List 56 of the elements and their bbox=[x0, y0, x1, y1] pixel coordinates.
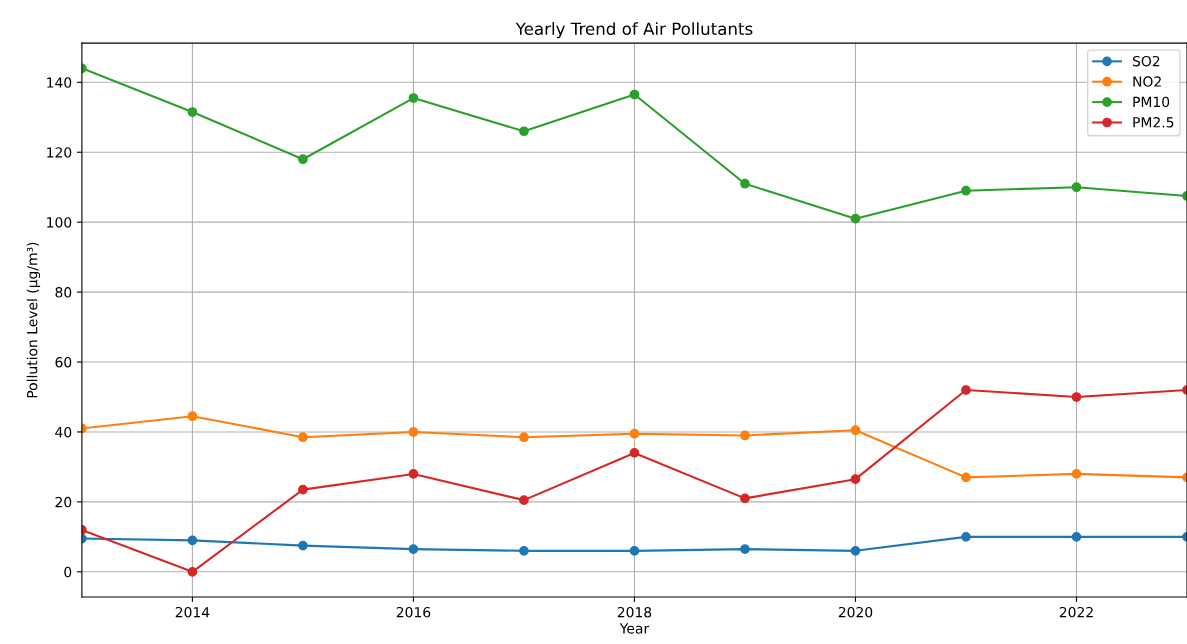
point bbox=[961, 385, 971, 395]
point bbox=[187, 535, 198, 546]
point bbox=[1071, 392, 1082, 402]
x-tick-label: 2016 bbox=[396, 606, 431, 618]
point bbox=[187, 107, 198, 117]
point bbox=[298, 154, 308, 165]
point bbox=[629, 448, 640, 458]
legend-label: SO2 bbox=[1132, 55, 1160, 67]
point bbox=[740, 544, 750, 554]
point bbox=[740, 493, 750, 504]
point bbox=[298, 540, 308, 551]
y-tick-label: 0 bbox=[64, 566, 72, 578]
point bbox=[850, 545, 861, 556]
point bbox=[519, 432, 529, 443]
y-tick-label: 60 bbox=[55, 356, 72, 368]
x-axis-title: Year bbox=[619, 623, 650, 634]
point bbox=[519, 495, 529, 505]
point bbox=[1071, 469, 1082, 479]
legend-label: PM10 bbox=[1133, 96, 1170, 108]
point bbox=[408, 469, 419, 479]
point bbox=[298, 484, 308, 495]
point bbox=[1071, 531, 1082, 542]
y-tick-label: 120 bbox=[47, 147, 72, 158]
legend-label: NO2 bbox=[1133, 76, 1161, 87]
point bbox=[187, 411, 198, 422]
y-tick-label: 100 bbox=[47, 217, 72, 228]
point bbox=[408, 93, 419, 103]
point bbox=[519, 545, 529, 556]
point bbox=[408, 427, 419, 437]
point bbox=[850, 425, 861, 436]
legend-label: PM2.5 bbox=[1133, 117, 1174, 128]
point bbox=[850, 474, 861, 485]
chart-title: Yearly Trend of Air Pollutants bbox=[515, 22, 753, 39]
x-tick-label: 2018 bbox=[617, 606, 652, 618]
point bbox=[961, 531, 971, 542]
point bbox=[740, 430, 750, 441]
point bbox=[629, 89, 640, 100]
point bbox=[961, 185, 971, 196]
y-tick-label: 40 bbox=[55, 426, 72, 438]
point bbox=[408, 544, 419, 554]
x-tick-label: 2022 bbox=[1059, 606, 1093, 618]
x-tick-label: 2014 bbox=[175, 606, 210, 618]
point bbox=[519, 126, 529, 137]
point bbox=[961, 472, 971, 483]
point bbox=[850, 213, 861, 224]
y-tick-label: 20 bbox=[55, 496, 72, 508]
point bbox=[740, 178, 750, 189]
point bbox=[629, 545, 640, 556]
point bbox=[1071, 182, 1082, 193]
y-axis-title: Pollution Level (µg/m³) bbox=[26, 242, 41, 398]
y-tick-label: 80 bbox=[55, 287, 72, 298]
x-tick-label: 2020 bbox=[838, 606, 873, 618]
point bbox=[298, 432, 308, 443]
point bbox=[187, 566, 198, 577]
y-tick-label: 140 bbox=[47, 77, 72, 88]
point bbox=[629, 428, 640, 439]
